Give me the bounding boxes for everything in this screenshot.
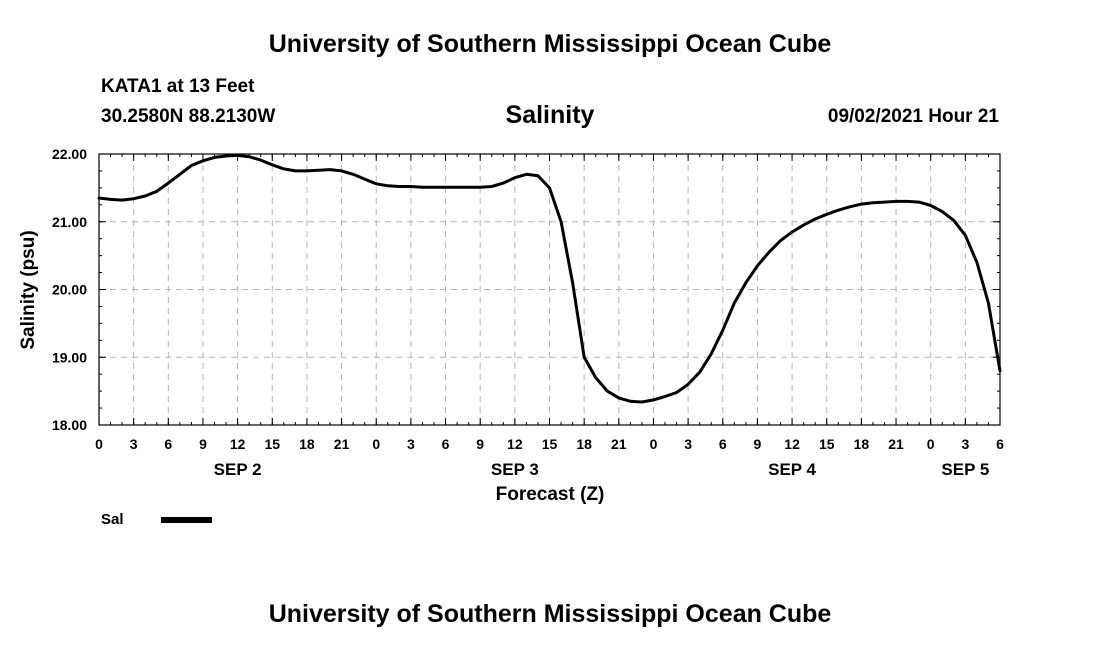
day-label: SEP 2: [214, 460, 262, 479]
x-tick-label: 6: [164, 436, 172, 452]
day-label: SEP 4: [768, 460, 816, 479]
series-layer: [97, 153, 1002, 404]
x-tick-label: 9: [476, 436, 484, 452]
x-tick-label: 3: [961, 436, 969, 452]
day-label: SEP 5: [941, 460, 989, 479]
x-tick-label: 15: [264, 436, 280, 452]
y-axis-label: Salinity (psu): [18, 230, 39, 349]
y-tick-label: 18.00: [52, 417, 87, 433]
x-tick-label: 0: [927, 436, 935, 452]
x-tick-label: 0: [650, 436, 658, 452]
y-tick-label: 21.00: [52, 214, 87, 230]
day-labels: SEP 2 SEP 3 SEP 4 SEP 5: [214, 460, 990, 479]
station-name: KATA1 at 13 Feet: [101, 76, 255, 97]
x-tick-label: 15: [819, 436, 835, 452]
x-tick-label: 21: [888, 436, 904, 452]
y-tick-label: 22.00: [52, 146, 87, 162]
x-tick-label: 12: [230, 436, 246, 452]
header-title: University of Southern Mississippi Ocean…: [268, 30, 832, 58]
y-tick-label: 20.00: [52, 282, 87, 298]
x-tick-label: 3: [130, 436, 138, 452]
footer-title: University of Southern Mississippi Ocean…: [268, 600, 832, 628]
x-tick-label: 6: [996, 436, 1004, 452]
x-tick-label: 3: [407, 436, 415, 452]
legend: Sal: [101, 511, 212, 528]
x-tick-label: 18: [576, 436, 592, 452]
y-tick-label: 19.00: [52, 349, 87, 365]
day-label: SEP 3: [491, 460, 539, 479]
x-tick-label: 12: [507, 436, 523, 452]
x-tick-label: 21: [611, 436, 627, 452]
x-tick-label: 15: [542, 436, 558, 452]
chart-title: Salinity: [505, 101, 595, 129]
x-tick-label: 18: [299, 436, 315, 452]
x-tick-label: 6: [719, 436, 727, 452]
grid-lines: [99, 154, 1000, 425]
y-tick-labels: 18.00 19.00 20.00 21.00 22.00: [52, 146, 87, 433]
x-tick-label: 3: [684, 436, 692, 452]
x-tick-label: 9: [199, 436, 207, 452]
x-tick-label: 6: [442, 436, 450, 452]
axis-ticks: [98, 153, 1001, 426]
x-axis-label: Forecast (Z): [496, 484, 605, 505]
x-tick-label: 21: [334, 436, 350, 452]
x-tick-label: 18: [854, 436, 870, 452]
x-tick-label: 0: [95, 436, 103, 452]
forecast-datetime: 09/02/2021 Hour 21: [827, 106, 999, 127]
x-tick-label: 0: [372, 436, 380, 452]
legend-label: Sal: [101, 511, 124, 528]
x-tick-label: 12: [784, 436, 800, 452]
x-tick-labels: 0 3 6 9 12 15 18 21 0 3 6 9 12 15 18 21 0 3 6 9 12 15 18 21 0 3 6: [95, 436, 1004, 452]
x-tick-label: 9: [754, 436, 762, 452]
station-coordinates: 30.2580N 88.2130W: [101, 106, 276, 127]
series-line-sal: [97, 153, 1002, 404]
